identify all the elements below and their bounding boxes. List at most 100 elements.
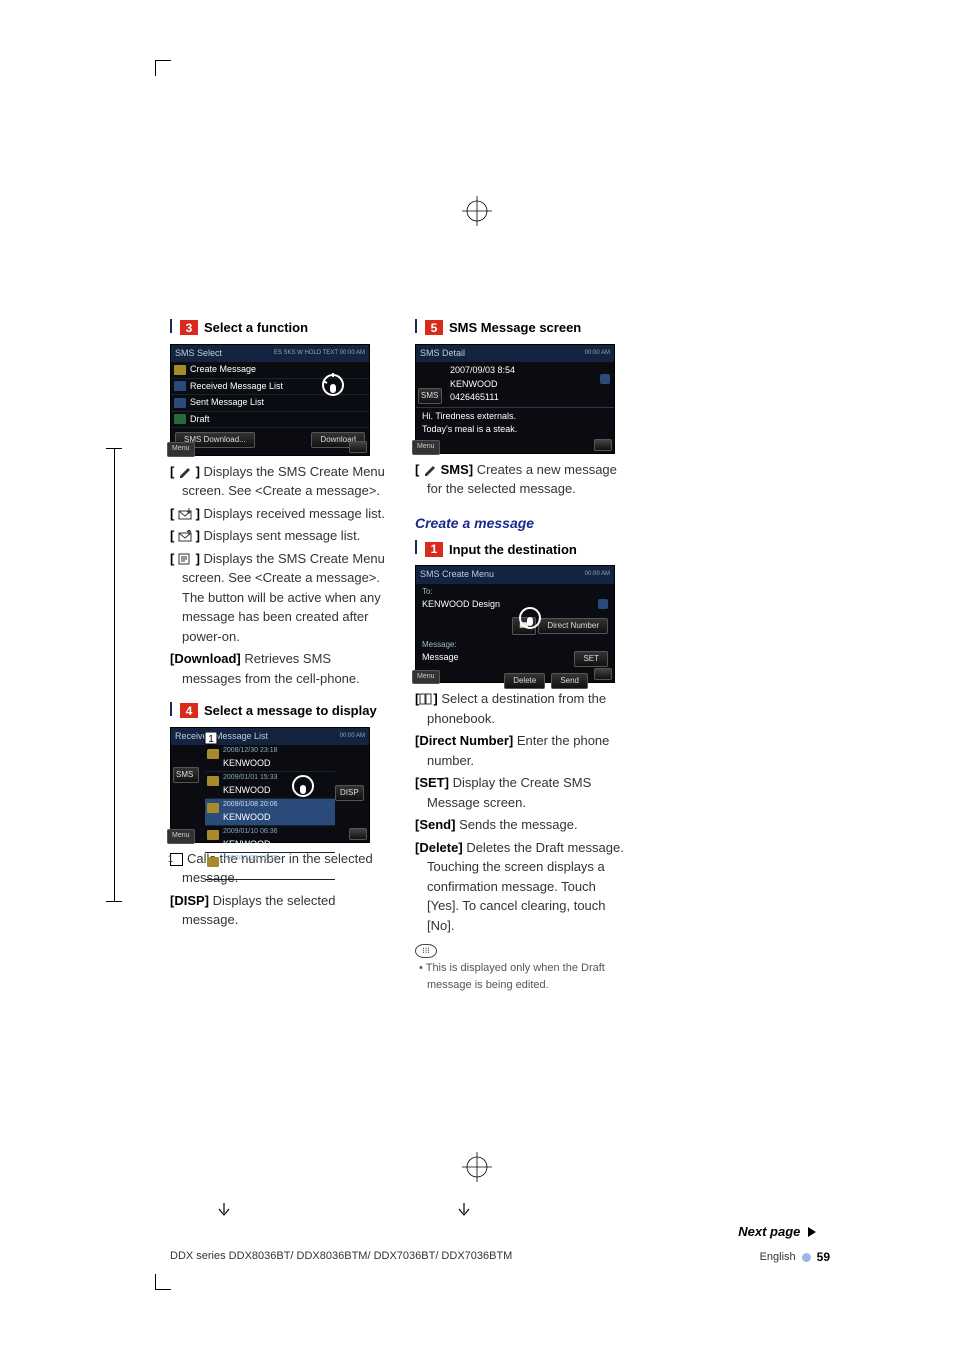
signal-icon	[600, 374, 610, 384]
msg-name-1: KENWOOD	[223, 784, 271, 798]
note-icon: ⁝⁝⁝	[415, 944, 437, 958]
msg-date-2: 2009/01/08 20:06	[223, 800, 278, 811]
step-5-header: 5 SMS Message screen	[415, 318, 630, 338]
step-1-num: 1	[425, 542, 443, 557]
pencil-icon	[423, 464, 437, 476]
menu-tab: Menu	[167, 442, 195, 457]
ssc-title: SMS Create Menu	[420, 568, 494, 582]
cursor-icon	[289, 772, 317, 800]
msg-date-0: 2008/12/30 23:18	[223, 746, 278, 757]
svg-text:1: 1	[208, 734, 214, 745]
cursor-icon	[516, 604, 544, 632]
msg-name-3: KENWOOD	[223, 838, 271, 852]
row-sent: Sent Message List	[190, 396, 264, 410]
menu-tab: Menu	[167, 829, 195, 844]
msg-icon	[207, 776, 219, 786]
desc-download: [Download] Retrieves SMS messages from t…	[170, 649, 385, 688]
ss5-title: SMS Detail	[420, 347, 465, 361]
to-label: To:	[422, 586, 608, 598]
sent-icon	[174, 398, 186, 408]
sms-select-screenshot: SMS Select ES SKS W HOLD TEXT 00:00 AM Cr…	[170, 344, 370, 456]
msg-name-2: KENWOOD	[223, 811, 271, 825]
footer-model: DDX series DDX8036BT/ DDX8036BTM/ DDX703…	[170, 1248, 512, 1266]
desc-direct-number: [Direct Number] Enter the phone number.	[415, 731, 630, 770]
set-btn: SET	[574, 651, 608, 667]
msg-date-4: 2009/01/25 16:35	[223, 854, 278, 865]
pencil-icon	[178, 466, 192, 478]
row-received: Received Message List	[190, 380, 283, 394]
disp-btn: DISP	[335, 785, 364, 801]
phonebook-icon	[419, 693, 433, 705]
ss-status: ES SKS W HOLD TEXT 00:00 AM	[274, 349, 365, 358]
crop-mark-bl	[155, 1274, 171, 1290]
send-btn: Send	[551, 673, 588, 689]
detail-date: 2007/09/03 8:54	[450, 364, 596, 378]
step-5-title: SMS Message screen	[449, 318, 581, 338]
outbox-icon	[178, 530, 192, 542]
create-icon	[174, 365, 186, 375]
step-1-header: 1 Input the destination	[415, 540, 630, 560]
footer-page: 59	[817, 1248, 830, 1266]
trim-guide-left	[114, 448, 115, 902]
delete-btn: Delete	[504, 673, 545, 689]
sms-create-screenshot: SMS Create Menu00:00 AM To: KENWOOD Desi…	[415, 565, 615, 683]
signal-icon	[598, 599, 608, 609]
next-page: Next page	[738, 1222, 816, 1242]
detail-body-1: Hi. Tiredness externals.	[422, 410, 608, 424]
row-create: Create Message	[190, 363, 256, 377]
note-text: • This is displayed only when the Draft …	[415, 960, 630, 993]
left-column: 3 Select a function SMS Select ES SKS W H…	[170, 318, 385, 993]
msg-date-3: 2009/01/10 06:36	[223, 827, 278, 838]
msg-label: Message:	[422, 639, 608, 651]
desc-delete: [Delete] Deletes the Draft message. Touc…	[415, 838, 630, 936]
desc-set: [SET] Display the Create SMS Message scr…	[415, 773, 630, 812]
step-3-header: 3 Select a function	[170, 318, 385, 338]
return-btn	[349, 441, 367, 453]
msg-icon	[207, 857, 219, 867]
sms-side-btn: SMS	[173, 767, 199, 783]
msg-name-0: KENWOOD	[223, 757, 271, 771]
sms-detail-screenshot: SMS Detail00:00 AM SMS 2007/09/03 8:54 K…	[415, 344, 615, 454]
return-btn	[594, 439, 612, 451]
msg-icon	[207, 803, 219, 813]
next-arrow-icon	[808, 1227, 816, 1237]
step-4-title: Select a message to display	[204, 701, 377, 721]
step-3-num: 3	[180, 320, 198, 335]
step-3-title: Select a function	[204, 318, 308, 338]
desc-disp: [DISP] Displays the selected message.	[170, 891, 385, 930]
ss-title: SMS Select	[175, 347, 222, 361]
step-4-header: 4 Select a message to display	[170, 701, 385, 721]
footer-lang: English	[760, 1249, 796, 1266]
draft-icon	[174, 414, 186, 424]
received-list-screenshot: Received Message List00:00 AM SMS 2008/1…	[170, 727, 370, 843]
step-5-num: 5	[425, 320, 443, 335]
sms-side-btn: SMS	[418, 388, 442, 404]
footer-dot	[802, 1253, 811, 1262]
crop-mark-tl	[155, 60, 171, 76]
msg-icon	[207, 830, 219, 840]
detail-name: KENWOOD	[450, 378, 596, 392]
desc-send: [Send] Sends the message.	[415, 815, 630, 835]
flow-arrow-left	[218, 1203, 230, 1219]
desc-phonebook: [] Select a destination from the phonebo…	[415, 689, 630, 728]
inbox-icon	[178, 508, 192, 520]
to-value: KENWOOD Design	[422, 598, 500, 612]
desc-received: [ ] Displays received message list.	[170, 504, 385, 524]
return-btn	[594, 668, 612, 680]
desc-sms-new: [ SMS] Creates a new message for the sel…	[415, 460, 630, 499]
msg-value: Message	[422, 651, 459, 667]
menu-tab: Menu	[412, 670, 440, 685]
page-footer: DDX series DDX8036BT/ DDX8036BTM/ DDX703…	[170, 1248, 830, 1266]
registration-mark-bottom	[462, 1152, 492, 1182]
right-column: 5 SMS Message screen SMS Detail00:00 AM …	[415, 318, 630, 993]
menu-tab: Menu	[412, 440, 440, 455]
callout-1: 1	[197, 732, 227, 762]
detail-number: 0426465111	[450, 391, 596, 405]
received-icon	[174, 381, 186, 391]
create-message-heading: Create a message	[415, 513, 630, 534]
direct-number-btn: Direct Number	[538, 618, 608, 634]
desc-sent: [ ] Displays sent message list.	[170, 526, 385, 546]
step-1-title: Input the destination	[449, 540, 577, 560]
page-content: 3 Select a function SMS Select ES SKS W H…	[170, 80, 860, 993]
step-4-num: 4	[180, 703, 198, 718]
